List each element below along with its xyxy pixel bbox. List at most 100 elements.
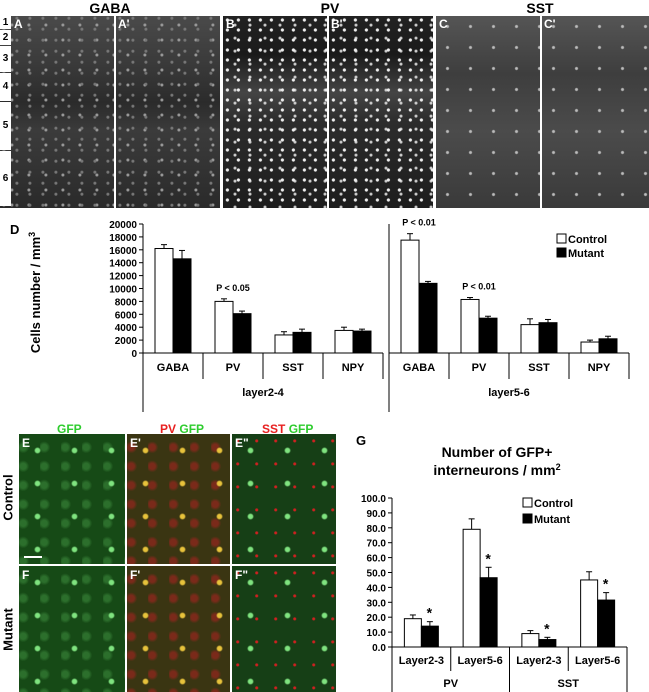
micrograph-f-prime: F' [127,566,230,692]
y-tick-label-d: 8000 [115,297,138,308]
micrograph-b: B [223,16,327,208]
y-tick-label-g: 30.0 [367,598,387,609]
bar-control [580,579,599,648]
significance-star-g: * [427,605,433,621]
bar-mutant [479,577,498,648]
legend-swatch-g-control [522,497,533,508]
legend-label-g-mutant: Mutant [534,514,570,526]
micrograph-f: F [19,566,125,692]
chart-title-g-line1: Number of GFP+ [442,444,553,460]
legend-swatch-control [556,233,567,244]
category-label-d: NPY [342,362,365,374]
panel-label-f-prime: F' [130,568,141,582]
y-tick-label-d: 14000 [109,259,137,270]
bar-mutant [232,313,252,354]
panel-label-e-prime: E' [130,436,141,450]
micrograph-c: C [436,16,540,208]
layer-marker-1: 1 [0,16,11,29]
y-tick-label-g: 60.0 [367,554,387,565]
header-pv-gfp: PV GFP [160,422,204,436]
row-label-control: Control [0,474,16,521]
bar-control [214,300,234,354]
y-axis-label-d: Cells number / mm3 [27,232,43,353]
bar-mutant [597,599,616,648]
header-gfp: GFP [57,422,82,436]
y-tick-label-g: 10.0 [367,628,387,639]
micrograph-b-prime: B' [329,16,433,208]
micrograph-e: E [19,434,125,564]
layer-marker-6: 6 [0,151,11,206]
chart-title-g-line2: interneurons / mm2 [433,462,560,478]
bar-control [520,324,540,354]
group-label-g: PV [443,678,458,690]
row-label-mutant: Mutant [0,608,16,651]
y-tick-label-g: 50.0 [367,569,387,580]
y-tick-label-d: 12000 [109,272,137,283]
micrograph-a-prime: A' [116,16,220,208]
bar-mutant [478,317,498,354]
bar-control [403,618,422,648]
bar-mutant [420,625,439,648]
y-tick-label-d: 0 [131,349,137,360]
layer-marker-4: 4 [0,73,11,101]
legend-label-control: Control [568,234,607,246]
header-sst: SST [526,0,554,16]
y-tick-label-d: 18000 [109,233,137,244]
layer-marker-2: 2 [0,30,11,45]
bar-mutant [418,282,438,354]
bar-control [580,341,600,354]
category-label-d: NPY [588,362,611,374]
micrograph-e-dprime: E" [232,434,336,564]
category-label-g: Layer5-6 [575,655,620,667]
micrograph-c-prime: C' [542,16,649,208]
header-sst-gfp: SST GFP [262,422,313,436]
category-label-d: GABA [157,362,189,374]
panel-label-f: F [22,568,30,582]
panel-label-g: G [356,433,367,448]
legend-label-mutant: Mutant [568,248,604,260]
y-tick-label-g: 80.0 [367,524,387,535]
group-label-g: SST [558,678,580,690]
chart-d: Cells number / mm3 0 2000 4000 6000 800010000… [27,218,630,412]
chart-g: Number of GFP+ interneurons / mm2 0.0 10.0 2… [361,444,628,692]
bar-control [400,239,420,354]
significance-label-d: P < 0.01 [402,218,436,228]
group-label-d: layer2-4 [242,387,284,399]
bar-control [462,528,481,648]
bar-mutant [292,331,312,354]
micrograph-a: A [0,16,114,208]
micrograph-f-dprime: F" [232,566,336,692]
legend-swatch-g-mutant [522,513,533,524]
y-tick-label-g: 70.0 [367,539,387,550]
panel-label-c-prime: C' [544,17,556,31]
category-label-g: Layer2-3 [399,655,444,667]
bar-control [274,334,294,354]
panel-label-f-dprime: F" [235,568,249,582]
y-tick-label-g: 90.0 [367,509,387,520]
header-pv-red: PV [160,422,177,436]
category-label-d: PV [472,362,487,374]
panel-label-e-dprime: E" [235,436,249,450]
panel-label-d: D [10,222,20,237]
y-tick-label-d: 16000 [109,246,137,257]
panel-label-b: B [226,17,235,31]
layer-marker-3: 3 [0,46,11,72]
category-label-g: Layer5-6 [457,655,502,667]
bar-control [521,633,540,648]
panel-label-c: C [439,17,448,31]
category-label-d: SST [528,362,550,374]
significance-star-g: * [485,550,491,566]
significance-star-g: * [544,620,550,636]
header-pv: PV [320,0,340,16]
bar-control [460,298,480,354]
panel-label-a-prime: A' [118,17,130,31]
layer-marker-5: 5 [0,102,11,150]
y-tick-label-g: 20.0 [367,613,387,624]
category-label-d: GABA [403,362,435,374]
legend-label-g-control: Control [534,498,573,510]
y-tick-label-d: 4000 [115,323,138,334]
category-label-d: SST [282,362,304,374]
y-tick-label-d: 10000 [109,285,137,296]
category-label-d: PV [226,362,241,374]
header-sst-red: SST [262,422,286,436]
